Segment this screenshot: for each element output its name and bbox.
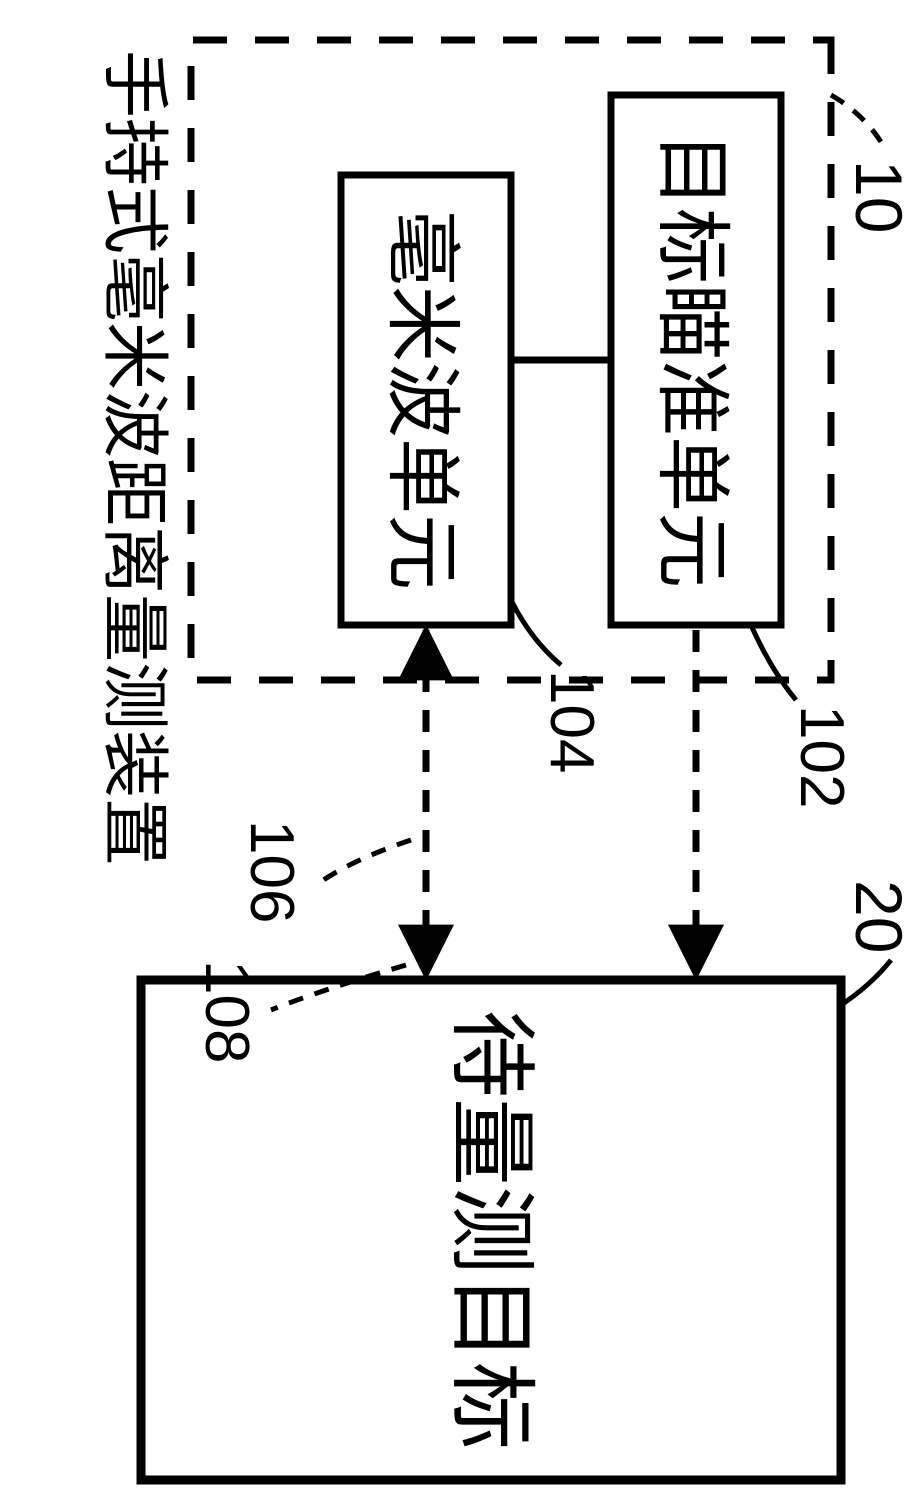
ref-104: 104 [537,670,606,773]
ref-10: 10 [842,160,911,233]
leader-20 [841,960,891,1005]
ref-108: 108 [192,960,261,1063]
ref-102: 102 [787,705,856,808]
aiming-unit-label: 目标瞄准单元 [649,132,733,588]
leader-10 [831,95,886,150]
ref-20: 20 [842,880,911,953]
leader-108 [271,965,406,1010]
target-label: 待量测目标 [441,1010,538,1450]
mmwave-unit-label: 毫米波单元 [379,210,463,590]
leader-104 [511,600,561,665]
leader-102 [751,625,796,700]
device-caption: 手持式毫米波距离量测装置 [96,50,172,866]
leader-106 [316,840,411,885]
diagram-svg: 手持式毫米波距离量测装置 10 目标瞄准单元 102 毫米波单元 104 待量测… [0,0,911,1502]
ref-106: 106 [237,820,306,923]
